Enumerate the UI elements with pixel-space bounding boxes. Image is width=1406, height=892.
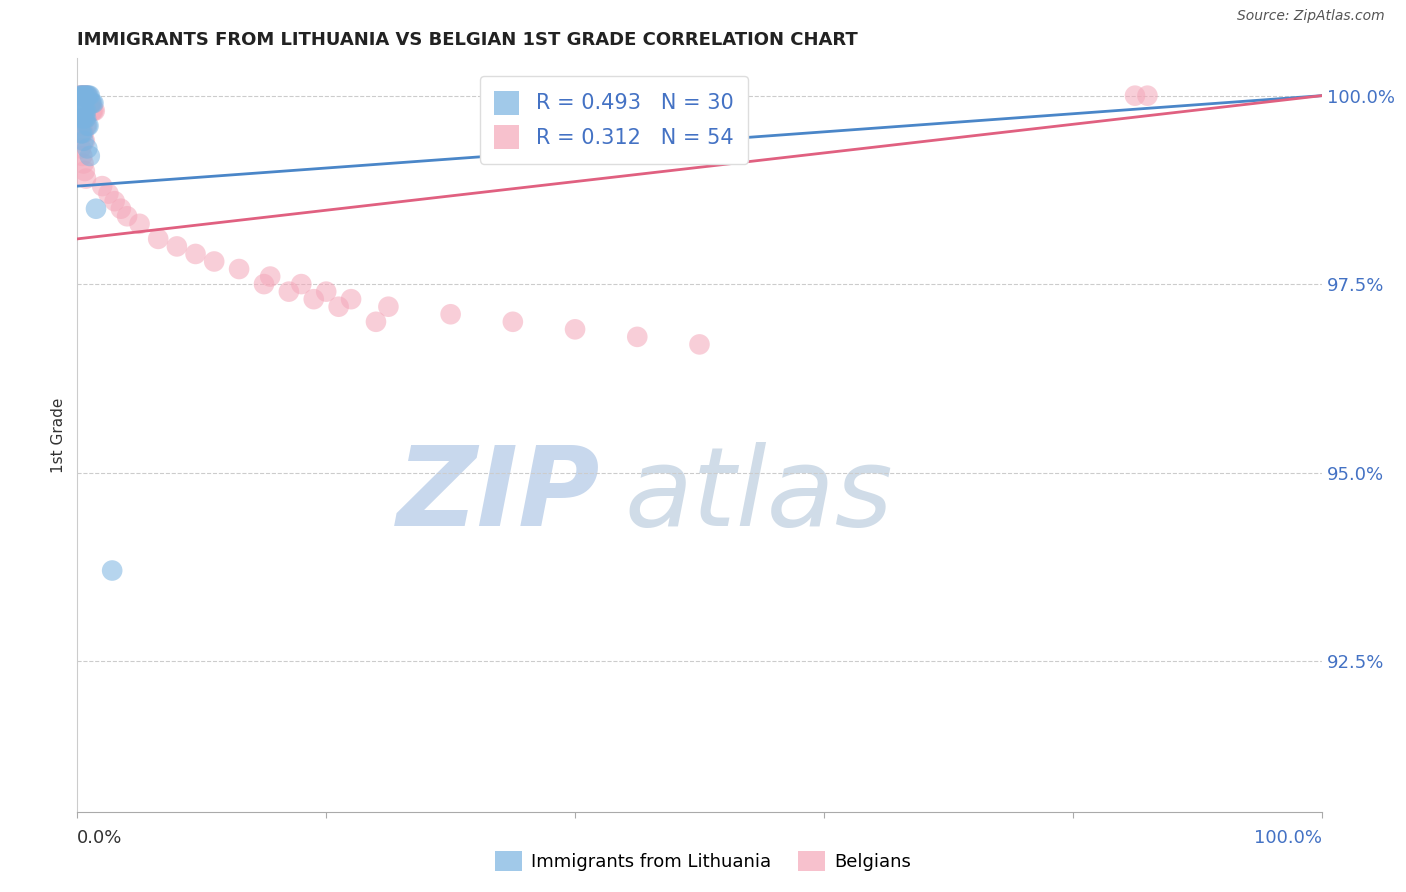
- Point: [228, 262, 250, 277]
- Point: [76, 119, 98, 133]
- Point: [564, 322, 586, 336]
- Text: Source: ZipAtlas.com: Source: ZipAtlas.com: [1237, 9, 1385, 23]
- Point: [364, 315, 387, 329]
- Point: [290, 277, 312, 291]
- Point: [70, 112, 93, 126]
- Text: ZIP: ZIP: [396, 442, 600, 549]
- Point: [72, 88, 94, 103]
- Point: [91, 179, 114, 194]
- Text: IMMIGRANTS FROM LITHUANIA VS BELGIAN 1ST GRADE CORRELATION CHART: IMMIGRANTS FROM LITHUANIA VS BELGIAN 1ST…: [77, 31, 858, 49]
- Point: [72, 149, 94, 163]
- Point: [689, 337, 711, 351]
- Point: [73, 112, 96, 126]
- Point: [72, 126, 94, 140]
- Point: [72, 112, 94, 126]
- Point: [80, 96, 103, 111]
- Point: [328, 300, 350, 314]
- Point: [72, 103, 94, 118]
- Point: [502, 315, 524, 329]
- Point: [277, 285, 299, 299]
- Point: [83, 103, 105, 118]
- Point: [148, 232, 170, 246]
- Text: atlas: atlas: [624, 442, 893, 549]
- Point: [73, 88, 96, 103]
- Point: [73, 88, 96, 103]
- Point: [73, 134, 96, 148]
- Point: [82, 103, 104, 118]
- Point: [377, 300, 399, 314]
- Point: [72, 88, 94, 103]
- Point: [70, 141, 93, 155]
- Point: [77, 119, 100, 133]
- Point: [76, 88, 98, 103]
- Point: [75, 112, 97, 126]
- Point: [83, 103, 105, 118]
- Point: [79, 88, 101, 103]
- Point: [166, 239, 188, 253]
- Point: [72, 112, 94, 126]
- Point: [75, 103, 97, 118]
- Point: [72, 103, 94, 118]
- Point: [1123, 88, 1146, 103]
- Point: [75, 171, 97, 186]
- Point: [77, 96, 100, 111]
- Point: [69, 88, 91, 103]
- Text: 0.0%: 0.0%: [77, 829, 122, 847]
- Legend: Immigrants from Lithuania, Belgians: Immigrants from Lithuania, Belgians: [488, 844, 918, 879]
- Point: [101, 564, 124, 578]
- Point: [73, 164, 96, 178]
- Point: [72, 88, 94, 103]
- Point: [97, 186, 120, 201]
- Point: [79, 96, 101, 111]
- Point: [626, 330, 648, 344]
- Point: [110, 202, 132, 216]
- Point: [75, 88, 97, 103]
- Point: [440, 307, 463, 321]
- Point: [73, 112, 96, 126]
- Text: 100.0%: 100.0%: [1254, 829, 1322, 847]
- Point: [1136, 88, 1159, 103]
- Point: [72, 112, 94, 126]
- Point: [128, 217, 150, 231]
- Point: [72, 134, 94, 148]
- Point: [184, 247, 207, 261]
- Point: [302, 292, 325, 306]
- Point: [72, 112, 94, 126]
- Point: [115, 209, 138, 223]
- Point: [315, 285, 337, 299]
- Point: [69, 88, 91, 103]
- Point: [259, 269, 281, 284]
- Point: [84, 202, 107, 216]
- Point: [82, 96, 104, 111]
- Point: [75, 119, 97, 133]
- Point: [340, 292, 363, 306]
- Point: [72, 119, 94, 133]
- Point: [70, 126, 93, 140]
- Point: [77, 88, 100, 103]
- Point: [73, 103, 96, 118]
- Point: [70, 103, 93, 118]
- Point: [76, 141, 98, 155]
- Point: [80, 96, 103, 111]
- Point: [72, 88, 94, 103]
- Y-axis label: 1st Grade: 1st Grade: [51, 397, 66, 473]
- Point: [104, 194, 127, 209]
- Point: [76, 88, 98, 103]
- Point: [70, 88, 93, 103]
- Point: [253, 277, 276, 291]
- Point: [70, 88, 93, 103]
- Point: [79, 149, 101, 163]
- Point: [72, 126, 94, 140]
- Point: [72, 156, 94, 170]
- Point: [75, 88, 97, 103]
- Legend: R = 0.493   N = 30, R = 0.312   N = 54: R = 0.493 N = 30, R = 0.312 N = 54: [479, 76, 748, 163]
- Point: [202, 254, 225, 268]
- Point: [83, 96, 105, 111]
